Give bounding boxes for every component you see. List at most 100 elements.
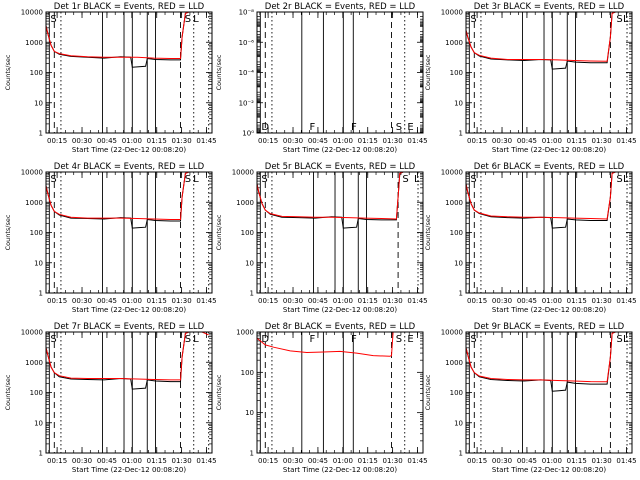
y-tick-label: 10000 [441, 329, 463, 337]
x-tick-label: 01:45 [616, 297, 636, 305]
x-axis-label: Start Time (22-Dec-12 00:08:20) [283, 146, 397, 154]
marker-annotation: L [623, 174, 629, 185]
x-tick-label: 01:00 [333, 457, 353, 465]
marker-annotation: S [396, 122, 402, 133]
x-tick-label: 00:30 [492, 137, 512, 145]
y-tick-label: 1000 [236, 199, 254, 207]
y-tick-label: 1 [39, 450, 43, 458]
y-tick-label: 1 [39, 290, 43, 298]
series-line-lld [466, 172, 616, 220]
chart-panel-2: Det 2r BLACK = Events, RED = LLD Counts/s… [215, 2, 428, 154]
y-tick-label: 1000 [25, 359, 43, 367]
y-axis-label: Counts/sec [424, 374, 432, 410]
y-tick-label: 1000 [445, 199, 463, 207]
marker-annotation: S [261, 174, 267, 185]
chart-title: Det 9r BLACK = Events, RED = LLD [474, 322, 625, 332]
x-tick-label: 01:15 [567, 297, 587, 305]
x-axis-label: Start Time (22-Dec-12 00:08:20) [72, 306, 186, 314]
x-tick-label: 01:30 [592, 297, 612, 305]
marker-annotation: S [402, 174, 408, 185]
y-axis-label: Counts/sec [215, 374, 223, 410]
marker-annotation: D [261, 122, 269, 133]
plot-frame [256, 11, 424, 134]
chart-panel-7: Det 7r BLACK = Events, RED = LLD Counts/s… [4, 322, 217, 474]
x-tick-label: 00:45 [308, 137, 328, 145]
x-tick-label: 01:30 [383, 137, 403, 145]
y-tick-label: 10 [454, 259, 463, 267]
marker-annotation: S [50, 174, 56, 185]
chart-title: Det 2r BLACK = Events, RED = LLD [265, 2, 416, 12]
chart-panel-6: Det 6r BLACK = Events, RED = LLD Counts/s… [424, 162, 637, 314]
y-tick-label: 10000 [21, 329, 43, 337]
x-tick-label: 01:30 [172, 457, 192, 465]
x-tick-label: 00:15 [258, 297, 278, 305]
x-tick-label: 01:00 [122, 457, 142, 465]
x-tick-label: 00:45 [308, 457, 328, 465]
series-line-events [466, 172, 616, 229]
x-axis-label: Start Time (22-Dec-12 00:08:20) [492, 146, 606, 154]
y-tick-label: 10⁻⁶ [239, 39, 255, 47]
x-tick-label: 00:45 [517, 297, 537, 305]
y-tick-label: 10 [34, 259, 43, 267]
x-tick-label: 01:30 [383, 457, 403, 465]
y-tick-label: 10 [245, 259, 254, 267]
x-tick-label: 00:30 [492, 297, 512, 305]
y-tick-label: 10 [34, 99, 43, 107]
series-line-events [466, 332, 616, 392]
x-tick-label: 01:30 [383, 297, 403, 305]
x-tick-label: 01:15 [147, 457, 167, 465]
y-tick-label: 10 [454, 419, 463, 427]
x-tick-label: 01:00 [122, 297, 142, 305]
plot-frame [465, 11, 633, 134]
x-tick-label: 01:15 [147, 137, 167, 145]
x-tick-label: 01:15 [567, 137, 587, 145]
series-line-lld [466, 12, 616, 62]
y-tick-label: 10000 [441, 9, 463, 17]
x-tick-label: 00:15 [258, 137, 278, 145]
y-tick-label: 10 [454, 99, 463, 107]
x-tick-label: 01:45 [616, 137, 636, 145]
marker-annotation: S [616, 174, 622, 185]
marker-annotation: E [407, 122, 413, 133]
x-tick-label: 01:15 [567, 457, 587, 465]
x-tick-label: 00:15 [47, 137, 67, 145]
y-tick-label: 10000 [441, 169, 463, 177]
x-tick-label: 01:45 [196, 457, 216, 465]
series-line-lld [466, 332, 616, 383]
marker-annotation: F [351, 122, 357, 133]
y-axis-label: Counts/sec [4, 374, 12, 410]
x-tick-label: 01:00 [122, 137, 142, 145]
plot-frame [256, 171, 424, 294]
chart-title: Det 6r BLACK = Events, RED = LLD [474, 162, 625, 172]
y-tick-label: 1 [250, 290, 254, 298]
y-tick-label: 10⁻⁸ [239, 9, 255, 17]
chart-panel-9: Det 9r BLACK = Events, RED = LLD Counts/s… [424, 322, 637, 474]
marker-annotation: E [407, 334, 413, 345]
marker-annotation: S [185, 14, 191, 25]
x-tick-label: 01:00 [542, 457, 562, 465]
x-tick-label: 01:30 [592, 457, 612, 465]
x-tick-label: 00:30 [283, 457, 303, 465]
y-tick-label: 1000 [25, 199, 43, 207]
x-axis-label: Start Time (22-Dec-12 00:08:20) [283, 306, 397, 314]
y-axis-label: Counts/sec [4, 214, 12, 250]
series-line-lld [257, 172, 404, 220]
x-tick-label: 00:30 [72, 297, 92, 305]
marker-annotation: L [623, 14, 629, 25]
y-tick-label: 100 [30, 229, 43, 237]
chart-title: Det 1r BLACK = Events, RED = LLD [54, 2, 205, 12]
plot-frame [45, 171, 213, 294]
y-tick-label: 10⁰ [242, 130, 254, 138]
x-tick-label: 00:30 [283, 297, 303, 305]
y-tick-label: 1 [459, 290, 463, 298]
y-tick-label: 100 [450, 389, 463, 397]
y-axis-label: Counts/sec [424, 54, 432, 90]
chart-title: Det 4r BLACK = Events, RED = LLD [54, 162, 205, 172]
x-tick-label: 00:45 [97, 457, 117, 465]
x-tick-label: 00:45 [517, 137, 537, 145]
x-tick-label: 01:00 [333, 137, 353, 145]
y-tick-label: 10000 [21, 169, 43, 177]
x-tick-label: 01:30 [172, 297, 192, 305]
chart-title: Det 7r BLACK = Events, RED = LLD [54, 322, 205, 332]
marker-annotation: S [185, 174, 191, 185]
